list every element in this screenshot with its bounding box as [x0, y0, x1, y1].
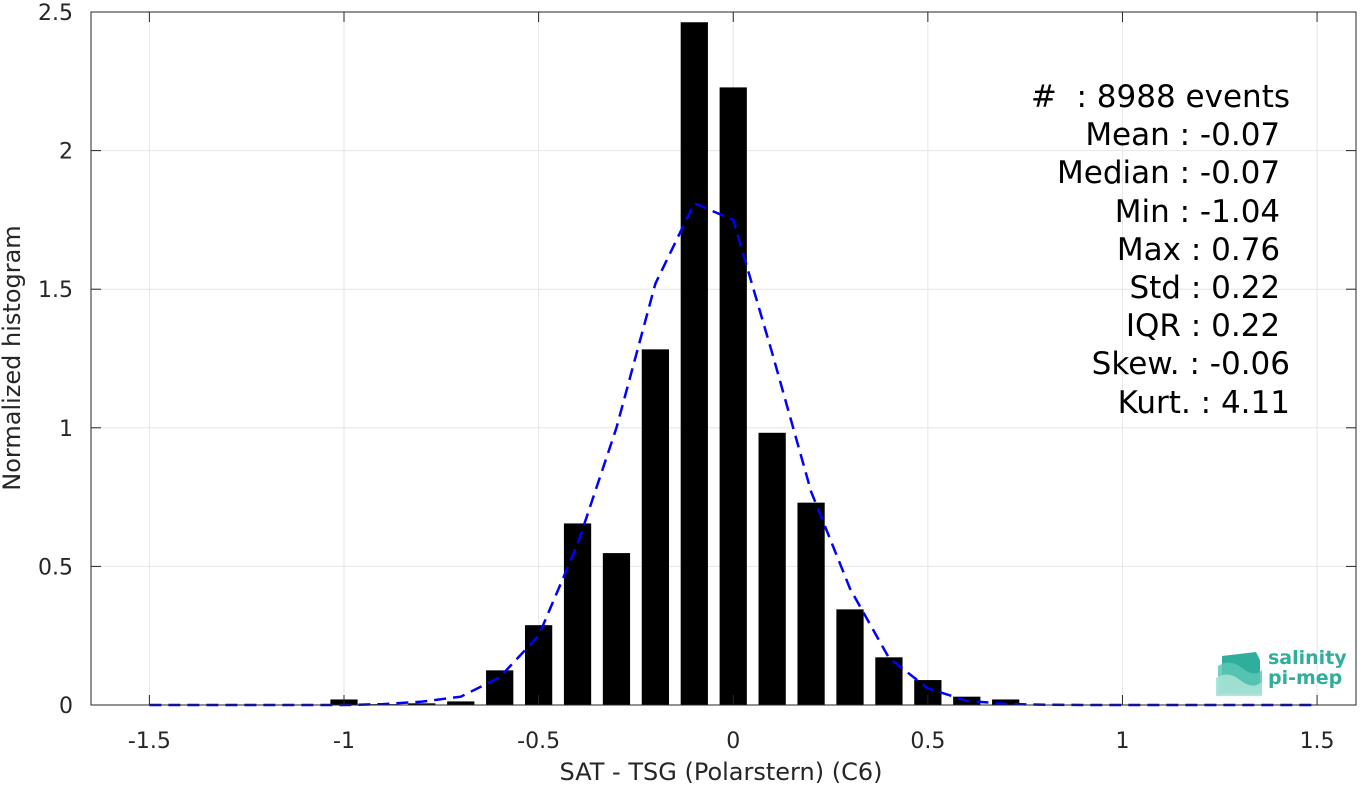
stat-mean: Mean : -0.07 — [1085, 117, 1290, 154]
stat-max: Max : 0.76 — [1116, 231, 1290, 268]
statistics-box: # : 8988 events Mean : -0.07 Median : -0… — [1000, 78, 1290, 422]
x-axis-label: SAT - TSG (Polarstern) (C6) — [560, 758, 883, 785]
stat-kurt: Kurt. : 4.11 — [1117, 384, 1290, 421]
stat-skew: Skew. : -0.06 — [1091, 346, 1290, 383]
y-tick-label: 1.5 — [38, 278, 73, 303]
axis-ticks: -1.5 -1 -0.5 0 0.5 1 1.5 0 0.5 1 1.5 2 2.5 — [38, 1, 1356, 754]
y-tick-label: 1 — [59, 417, 73, 442]
stat-median: Median : -0.07 — [1057, 155, 1290, 192]
logo-text: salinity pi-mep — [1268, 648, 1347, 688]
y-tick-label: 0 — [59, 694, 73, 719]
histogram-bars — [330, 22, 1020, 706]
stat-events: # : 8988 events — [1030, 79, 1290, 115]
x-tick-label: 0 — [726, 729, 740, 754]
histogram-bar — [524, 625, 553, 705]
histogram-bar — [447, 701, 475, 705]
histogram-bar — [992, 699, 1020, 705]
y-tick-label: 2 — [59, 140, 73, 165]
y-tick-label: 2.5 — [38, 1, 73, 26]
stat-min: Min : -1.04 — [1114, 193, 1290, 230]
stat-std: Std : 0.22 — [1129, 270, 1290, 307]
logo-wave-icon — [1216, 652, 1262, 696]
x-tick-label: -1 — [333, 729, 355, 754]
x-tick-label: 1.5 — [1300, 729, 1335, 754]
x-tick-label: -0.5 — [517, 729, 560, 754]
histogram-bar — [602, 553, 631, 705]
histogram-bar — [680, 22, 708, 705]
histogram-bar — [758, 432, 786, 705]
x-tick-label: 1 — [1115, 729, 1129, 754]
histogram-bar — [486, 670, 514, 705]
logo-line-2: pi-mep — [1268, 667, 1343, 689]
stat-iqr: IQR : 0.22 — [1125, 308, 1290, 345]
histogram-bar — [836, 609, 864, 705]
salinity-pimep-logo: salinity pi-mep — [1216, 646, 1347, 696]
y-tick-label: 0.5 — [38, 555, 73, 580]
x-tick-label: -1.5 — [128, 729, 171, 754]
logo-line-1: salinity — [1268, 647, 1347, 669]
histogram-bar — [719, 87, 747, 706]
axes-box — [90, 11, 1357, 706]
histogram-bar — [563, 523, 592, 705]
histogram-bar — [641, 349, 670, 705]
histogram-bar — [797, 502, 825, 705]
y-axis-label: Normalized histogram — [0, 225, 26, 490]
histogram-bar — [408, 703, 436, 705]
x-tick-label: 0.5 — [910, 729, 945, 754]
